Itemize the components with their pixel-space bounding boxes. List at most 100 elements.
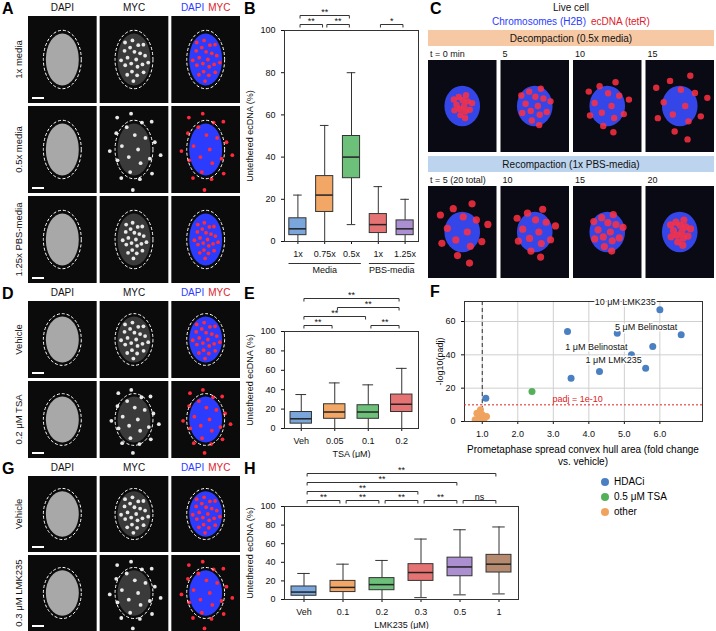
svg-text:0.2 μM TSA: 0.2 μM TSA [13, 394, 24, 445]
svg-text:60: 60 [265, 365, 275, 375]
svg-text:20: 20 [648, 175, 658, 185]
svg-text:40: 40 [265, 152, 275, 162]
svg-text:40: 40 [445, 350, 455, 360]
svg-text:1: 1 [496, 607, 501, 617]
svg-text:20: 20 [265, 404, 275, 414]
svg-text:ns: ns [475, 492, 485, 502]
svg-text:Decompaction (0.5x media): Decompaction (0.5x media) [510, 33, 632, 44]
svg-text:80: 80 [265, 68, 275, 78]
svg-text:3.0: 3.0 [547, 429, 560, 439]
svg-text:t = 5 (20 total): t = 5 (20 total) [430, 175, 486, 185]
svg-text:**: ** [321, 7, 329, 17]
svg-text:10: 10 [503, 175, 513, 185]
svg-text:Veh: Veh [293, 436, 309, 446]
svg-text:**: ** [335, 16, 343, 26]
svg-text:10: 10 [575, 49, 585, 59]
svg-text:DAPI: DAPI [51, 287, 74, 298]
svg-text:Chromosomes (H2B)ecDNA (tetR): Chromosomes (H2B)ecDNA (tetR) [492, 16, 650, 27]
svg-text:LMK235 (μM): LMK235 (μM) [374, 620, 429, 630]
svg-text:100: 100 [260, 25, 275, 35]
svg-text:*: * [390, 16, 394, 26]
svg-text:Untethered ecDNA (%): Untethered ecDNA (%) [245, 90, 255, 182]
svg-text:1x: 1x [374, 249, 384, 259]
svg-text:DAPI: DAPI [51, 2, 74, 13]
svg-text:**: ** [348, 290, 356, 300]
svg-text:**: ** [331, 308, 339, 318]
svg-text:Media: Media [312, 265, 337, 275]
svg-text:1x media: 1x media [13, 40, 24, 79]
svg-text:0.5: 0.5 [454, 607, 467, 617]
svg-text:PBS-media: PBS-media [369, 265, 415, 275]
svg-text:Veh: Veh [296, 607, 312, 617]
svg-text:Untethered ecDNA (%): Untethered ecDNA (%) [245, 334, 255, 426]
svg-text:**: ** [381, 317, 389, 327]
svg-text:**: ** [308, 16, 316, 26]
svg-text:Recompaction (1x PBS-media): Recompaction (1x PBS-media) [502, 159, 639, 170]
svg-text:1.25x PBS-media: 1.25x PBS-media [13, 202, 24, 277]
svg-text:2.0: 2.0 [512, 429, 525, 439]
svg-text:4.0: 4.0 [583, 429, 596, 439]
svg-text:0.75x: 0.75x [314, 249, 337, 259]
svg-text:0: 0 [270, 594, 275, 604]
svg-text:60: 60 [265, 110, 275, 120]
svg-text:5.0: 5.0 [618, 429, 631, 439]
svg-text:**: ** [320, 492, 328, 502]
svg-text:**: ** [359, 492, 367, 502]
svg-text:40: 40 [265, 557, 275, 567]
svg-text:**: ** [365, 299, 373, 309]
svg-text:20: 20 [265, 194, 275, 204]
svg-text:1 μM LMK235: 1 μM LMK235 [585, 355, 641, 365]
svg-text:1.0: 1.0 [476, 429, 489, 439]
svg-text:padj = 1e-10: padj = 1e-10 [553, 394, 603, 404]
svg-text:0.1: 0.1 [337, 607, 350, 617]
svg-text:5: 5 [503, 49, 508, 59]
svg-text:0.05: 0.05 [326, 436, 344, 446]
svg-text:t = 0 min: t = 0 min [430, 49, 465, 59]
svg-text:0.3 μM LMK235: 0.3 μM LMK235 [13, 559, 24, 626]
svg-text:0: 0 [270, 236, 275, 246]
svg-text:1.25x: 1.25x [394, 249, 417, 259]
svg-text:Live cell: Live cell [553, 2, 589, 13]
svg-text:**: ** [398, 492, 406, 502]
svg-text:80: 80 [265, 346, 275, 356]
svg-text:0: 0 [450, 416, 455, 426]
svg-text:**: ** [398, 465, 406, 475]
svg-text:0.5x: 0.5x [343, 249, 361, 259]
svg-text:Vehicle: Vehicle [13, 324, 24, 355]
svg-text:-log10(padj): -log10(padj) [435, 337, 445, 385]
svg-text:0.5x media: 0.5x media [13, 126, 24, 173]
svg-text:5 μM Belinostat: 5 μM Belinostat [615, 322, 678, 332]
svg-text:40: 40 [265, 385, 275, 395]
svg-text:20: 20 [445, 383, 455, 393]
svg-text:6.0: 6.0 [654, 429, 667, 439]
svg-text:MYC: MYC [123, 287, 145, 298]
svg-text:20: 20 [265, 576, 275, 586]
svg-text:Untethered ecDNA (%): Untethered ecDNA (%) [245, 507, 255, 599]
svg-text:1 μM Belinostat: 1 μM Belinostat [565, 342, 628, 352]
svg-text:MYC: MYC [123, 2, 145, 13]
svg-text:0.2: 0.2 [395, 436, 408, 446]
svg-text:10 μM LMK235: 10 μM LMK235 [595, 297, 656, 307]
svg-text:0.1: 0.1 [362, 436, 375, 446]
svg-text:**: ** [359, 483, 367, 493]
svg-text:**: ** [314, 317, 322, 327]
svg-text:DAPIMYC: DAPIMYC [181, 2, 231, 13]
svg-text:60: 60 [445, 316, 455, 326]
svg-text:0: 0 [270, 423, 275, 433]
svg-text:MYC: MYC [123, 462, 145, 473]
svg-text:Vehicle: Vehicle [13, 499, 24, 530]
svg-text:TSA (μM): TSA (μM) [332, 449, 370, 459]
svg-text:DAPIMYC: DAPIMYC [181, 287, 231, 298]
svg-text:80: 80 [265, 520, 275, 530]
svg-text:100: 100 [260, 326, 275, 336]
svg-text:100: 100 [260, 501, 275, 511]
svg-text:DAPIMYC: DAPIMYC [181, 462, 231, 473]
svg-text:0.2: 0.2 [376, 607, 389, 617]
svg-text:60: 60 [265, 539, 275, 549]
svg-text:DAPI: DAPI [51, 462, 74, 473]
svg-text:15: 15 [575, 175, 585, 185]
svg-text:0.3: 0.3 [415, 607, 428, 617]
svg-text:**: ** [378, 474, 386, 484]
svg-text:15: 15 [648, 49, 658, 59]
svg-text:**: ** [437, 492, 445, 502]
